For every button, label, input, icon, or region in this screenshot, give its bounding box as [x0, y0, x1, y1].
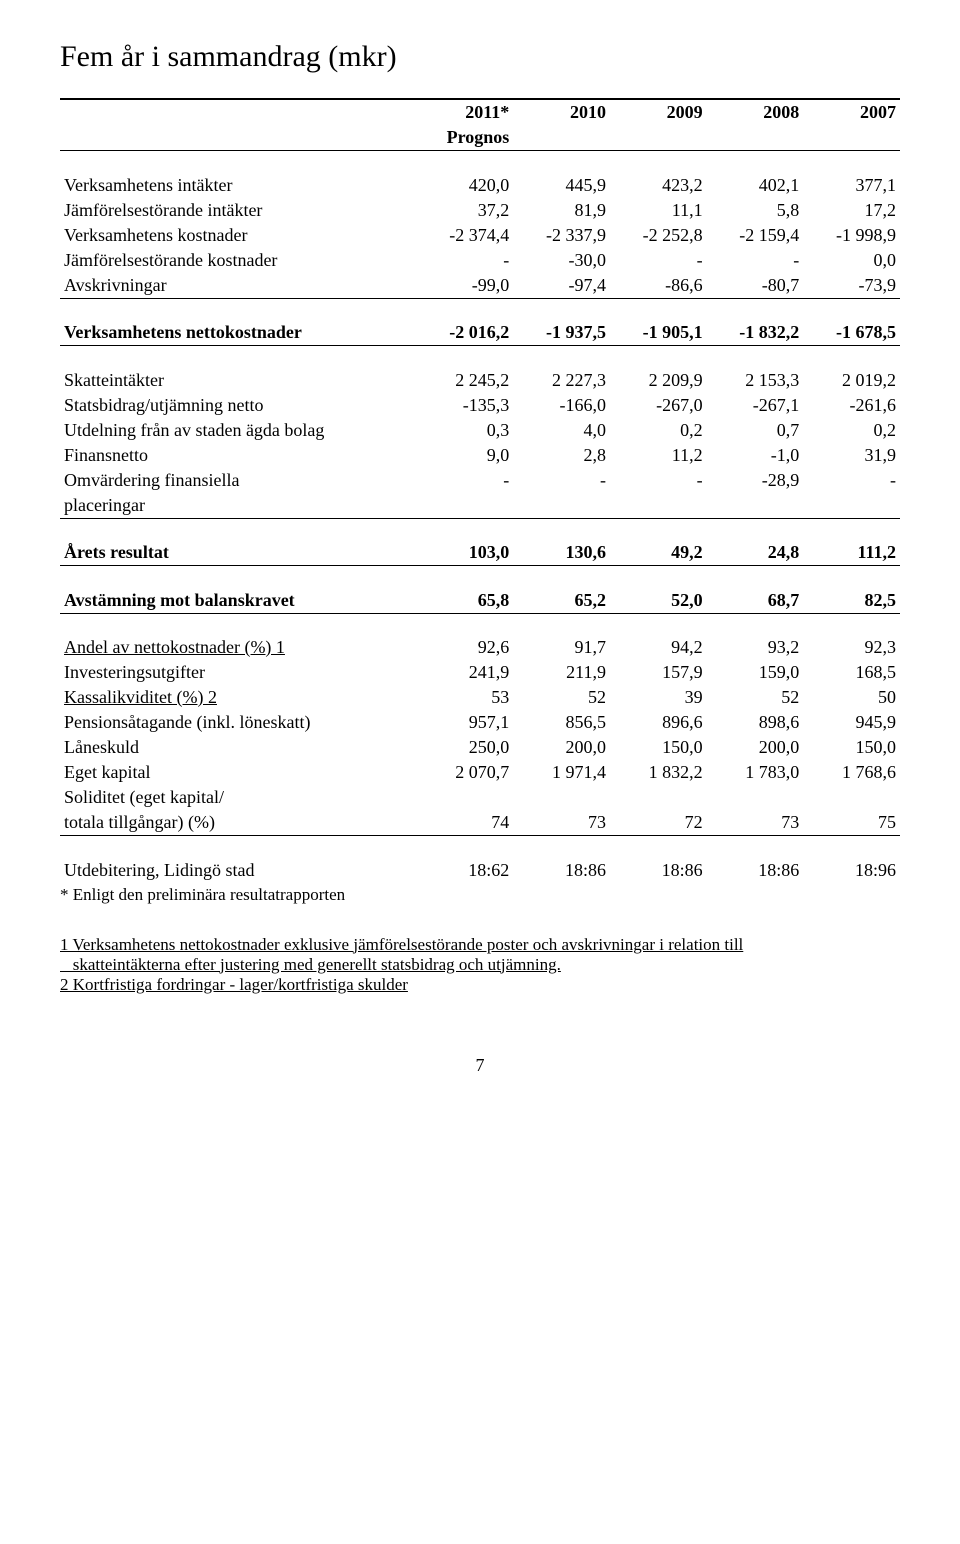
- table-row: Eget kapital 2 070,7 1 971,4 1 832,2 1 7…: [60, 760, 900, 785]
- table-row: Avstämning mot balanskravet 65,8 65,2 52…: [60, 588, 900, 614]
- table-row: Investeringsutgifter 241,9 211,9 157,9 1…: [60, 660, 900, 685]
- col-2010: 2010: [513, 99, 610, 125]
- table-row: Skatteintäkter 2 245,2 2 227,3 2 209,9 2…: [60, 368, 900, 393]
- table-row: Finansnetto 9,0 2,8 11,2 -1,0 31,9: [60, 443, 900, 468]
- table-row: Verksamhetens nettokostnader -2 016,2 -1…: [60, 320, 900, 346]
- footnote-link[interactable]: Andel av nettokostnader (%) 1: [64, 637, 285, 657]
- table-row: Jämförelsestörande kostnader - -30,0 - -…: [60, 248, 900, 273]
- col-2008: 2008: [707, 99, 804, 125]
- table-row: Kassalikviditet (%) 2 53 52 39 52 50: [60, 685, 900, 710]
- footnote-2: 2 Kortfristiga fordringar - lager/kortfr…: [60, 975, 900, 995]
- table-row: Statsbidrag/utjämning netto -135,3 -166,…: [60, 393, 900, 418]
- footnote-link[interactable]: Kassalikviditet (%) 2: [64, 687, 217, 707]
- footnote-1a: 1 Verksamhetens nettokostnader exklusive…: [60, 935, 900, 955]
- table-row: placeringar: [60, 493, 900, 519]
- table-row: Utdebitering, Lidingö stad 18:62 18:86 1…: [60, 858, 900, 883]
- table-row: Låneskuld 250,0 200,0 150,0 200,0 150,0: [60, 735, 900, 760]
- table-note: * Enligt den preliminära resultatrapport…: [60, 885, 900, 905]
- table-row: Utdelning från av staden ägda bolag 0,3 …: [60, 418, 900, 443]
- table-row: totala tillgångar) (%) 74 73 72 73 75: [60, 810, 900, 836]
- table-row: Omvärdering finansiella - - - -28,9 -: [60, 468, 900, 493]
- table-row: Årets resultat 103,0 130,6 49,2 24,8 111…: [60, 540, 900, 566]
- table-row: Avskrivningar -99,0 -97,4 -86,6 -80,7 -7…: [60, 273, 900, 299]
- financial-table: 2011* 2010 2009 2008 2007 Prognos Verksa…: [60, 98, 900, 883]
- table-row: Verksamhetens intäkter 420,0 445,9 423,2…: [60, 173, 900, 198]
- col-2009: 2009: [610, 99, 707, 125]
- page-number: 7: [60, 1055, 900, 1076]
- col-2011: 2011*: [413, 99, 513, 125]
- table-row: Soliditet (eget kapital/: [60, 785, 900, 810]
- footnote-1b: skatteintäkterna efter justering med gen…: [60, 955, 900, 975]
- table-row: Verksamhetens kostnader -2 374,4 -2 337,…: [60, 223, 900, 248]
- footnotes: 1 Verksamhetens nettokostnader exklusive…: [60, 935, 900, 995]
- table-header: 2011* 2010 2009 2008 2007: [60, 99, 900, 125]
- col-prognos: Prognos: [413, 125, 513, 151]
- table-subheader: Prognos: [60, 125, 900, 151]
- col-2007: 2007: [803, 99, 900, 125]
- table-row: Andel av nettokostnader (%) 1 92,6 91,7 …: [60, 635, 900, 660]
- table-row: Pensionsåtagande (inkl. löneskatt) 957,1…: [60, 710, 900, 735]
- page-title: Fem år i sammandrag (mkr): [60, 40, 900, 74]
- table-row: Jämförelsestörande intäkter 37,2 81,9 11…: [60, 198, 900, 223]
